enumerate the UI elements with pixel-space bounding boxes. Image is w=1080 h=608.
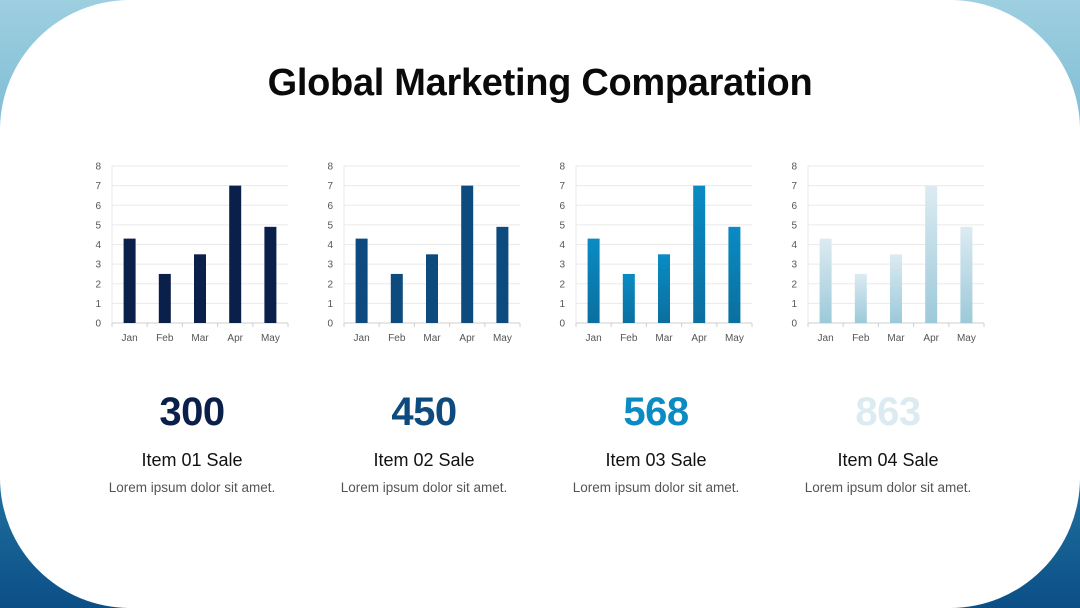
x-tick-label: Jan [818,333,834,344]
item-1-title: Item 01 Sale [141,450,243,470]
bar-jan [819,238,832,323]
item-3-value: 568 [623,390,689,434]
y-tick-label: 5 [559,220,565,231]
y-tick-label: 4 [327,240,333,251]
x-tick-label: Feb [620,333,638,344]
bar-may [960,226,973,323]
y-tick-label: 2 [95,279,101,290]
item-2-description: Lorem ipsum dolor sit amet. [340,480,508,495]
y-tick-label: 5 [327,220,333,231]
x-tick-label: Jan [354,333,370,344]
bar-apr [461,185,474,323]
y-tick-label: 4 [791,240,797,251]
bar-chart-1: 0 1 2 3 4 5 6 7 8 Jan Feb Mar Apr May [95,162,289,344]
y-tick-label: 2 [559,279,565,290]
y-tick-label: 2 [791,279,797,290]
x-tick-label: Feb [388,333,406,344]
item-4-description: Lorem ipsum dolor sit amet. [804,480,972,495]
x-tick-label: Jan [122,333,138,344]
item-2-title: Item 02 Sale [373,450,475,470]
x-tick-label: Apr [459,333,475,344]
y-tick-label: 3 [559,260,565,271]
item-2-value: 450 [391,390,457,434]
y-tick-label: 1 [95,299,101,310]
bar-mar [426,254,438,323]
x-tick-label: Apr [923,333,939,344]
x-tick-label: May [725,333,744,344]
bar-feb [390,273,403,323]
y-tick-label: 5 [95,220,101,231]
bar-chart-2: 0 1 2 3 4 5 6 7 8 Jan Feb Mar Apr May [327,162,521,344]
y-tick-label: 3 [791,260,797,271]
item-panel-2: 0 1 2 3 4 5 6 7 8 Jan Feb Mar Apr May 450 Item 02 Sal… [308,150,540,510]
bar-jan [355,238,368,323]
y-tick-label: 5 [791,220,797,231]
item-3-title: Item 03 Sale [605,450,707,470]
bar-chart-4: 0 1 2 3 4 5 6 7 8 Jan Feb Mar Apr May [791,162,985,344]
y-tick-label: 4 [559,240,565,251]
bar-apr [925,185,938,323]
bar-jan [123,238,136,323]
x-tick-label: May [493,333,512,344]
bar-mar [658,254,670,323]
x-tick-label: Apr [227,333,243,344]
y-tick-label: 7 [559,181,565,192]
bar-feb [622,273,635,323]
bar-feb [854,273,867,323]
y-tick-label: 3 [95,260,101,271]
y-tick-label: 7 [327,181,333,192]
y-tick-label: 0 [327,319,333,330]
bar-mar [194,254,206,323]
slide-title: Global Marketing Comparation [267,62,813,104]
x-tick-label: May [957,333,976,344]
x-tick-label: Mar [655,333,673,344]
y-tick-label: 3 [327,260,333,271]
item-3-description: Lorem ipsum dolor sit amet. [572,480,740,495]
x-tick-label: May [261,333,280,344]
y-tick-label: 2 [327,279,333,290]
y-tick-label: 8 [95,162,101,173]
y-tick-label: 8 [327,162,333,173]
y-tick-label: 1 [327,299,333,310]
y-tick-label: 0 [791,319,797,330]
bar-feb [158,273,171,323]
bar-apr [229,185,242,323]
x-tick-label: Feb [852,333,870,344]
item-4-value: 863 [855,390,921,434]
y-tick-label: 1 [791,299,797,310]
bar-may [496,226,509,323]
x-tick-label: Apr [691,333,707,344]
y-tick-label: 6 [559,201,565,212]
y-tick-label: 0 [95,319,101,330]
item-1-value: 300 [159,390,225,434]
x-tick-label: Mar [191,333,209,344]
x-tick-label: Mar [887,333,905,344]
bar-chart-3: 0 1 2 3 4 5 6 7 8 Jan Feb Mar Apr May [559,162,753,344]
item-panel-3: 0 1 2 3 4 5 6 7 8 Jan Feb Mar Apr May 568 Item 03 Sal… [540,150,772,510]
x-tick-label: Mar [423,333,441,344]
item-4-title: Item 04 Sale [837,450,939,470]
y-tick-label: 8 [791,162,797,173]
y-tick-label: 7 [791,181,797,192]
bar-may [264,226,277,323]
item-panel-1: 0 1 2 3 4 5 6 7 8 Jan Feb Mar Apr May 300 Item 01 Sal… [76,150,308,510]
y-tick-label: 7 [95,181,101,192]
y-tick-label: 1 [559,299,565,310]
bar-mar [890,254,902,323]
x-tick-label: Feb [156,333,174,344]
item-1-description: Lorem ipsum dolor sit amet. [108,480,276,495]
bar-may [728,226,741,323]
y-tick-label: 6 [95,201,101,212]
y-tick-label: 0 [559,319,565,330]
x-tick-label: Jan [586,333,602,344]
y-tick-label: 6 [327,201,333,212]
y-tick-label: 8 [559,162,565,173]
y-tick-label: 6 [791,201,797,212]
y-tick-label: 4 [95,240,101,251]
item-panel-4: 0 1 2 3 4 5 6 7 8 Jan Feb Mar Apr May 863 Item 04 Sal… [772,150,1004,510]
bar-jan [587,238,600,323]
bar-apr [693,185,706,323]
